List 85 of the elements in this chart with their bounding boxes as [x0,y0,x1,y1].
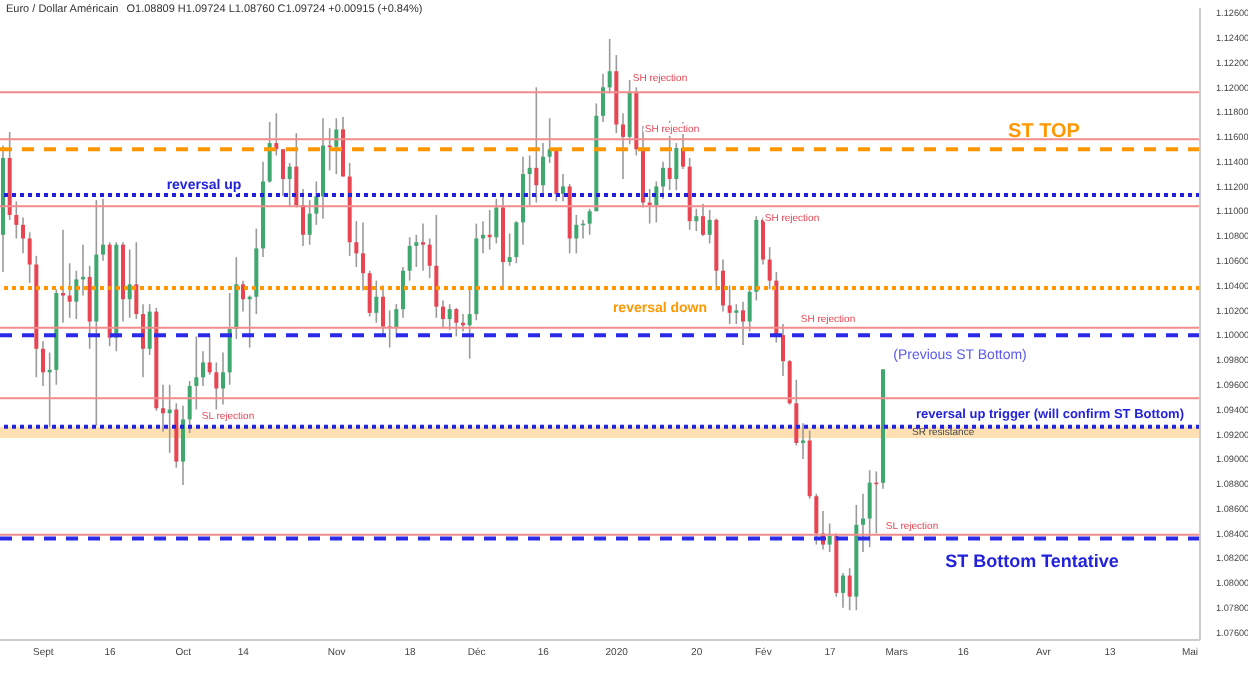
candlestick [241,279,245,313]
candlestick [741,300,745,346]
candlestick [447,303,452,331]
candlestick [161,383,165,433]
candlestick [674,142,679,191]
candlestick [394,303,399,339]
candlestick [454,307,459,338]
candlestick [294,132,299,209]
candlestick [201,350,205,387]
candlestick [134,241,139,320]
candlestick [534,86,539,204]
candlestick [621,112,625,180]
candlestick [414,233,419,268]
candlestick [547,117,552,164]
candlestick [814,492,819,546]
candlestick [147,303,152,356]
candlestick [861,492,865,553]
candlestick [14,200,19,240]
candlestick [87,264,92,350]
candlestick [221,351,225,406]
candlestick [227,292,232,386]
candlestick [794,378,799,447]
candlestick [41,340,45,387]
candlestick [374,279,379,324]
candlestick [541,142,545,196]
candlestick [847,567,852,612]
candlestick [607,38,612,95]
candlestick [767,246,772,291]
candlestick [287,162,292,208]
candlestick [701,203,705,237]
candlestick [194,335,199,411]
candlestick [421,222,425,272]
candlestick [494,198,499,245]
candlestick [574,214,579,255]
candlestick [747,284,752,333]
ref-line-label: ST Bottom Tentative [945,551,1119,572]
candlestick [401,266,405,319]
candlestick [281,148,285,198]
candlestick [101,198,105,262]
candlestick [507,232,512,267]
candlestick [441,299,445,329]
candlestick [307,199,312,246]
candlestick [354,220,359,268]
candlestick [554,148,559,203]
candlestick [301,188,305,247]
candlestick [707,209,712,245]
candlestick [827,522,832,553]
candlestick [74,269,79,320]
candlestick [234,256,239,340]
candlestick [801,422,805,460]
candlestick [787,359,792,406]
candlestick [434,214,439,319]
candlestick [587,207,592,236]
candlestick [734,303,739,325]
candlestick [21,216,25,255]
candlestick [214,361,219,411]
candlestick [187,380,192,434]
candlestick [514,220,519,265]
candlestick [467,286,472,360]
candlestick [407,236,412,282]
candlestick [867,469,872,548]
candlestick [341,116,345,178]
candlestick [781,323,785,377]
candlestick [361,221,365,292]
candlestick [367,269,372,318]
candlestick [601,72,605,123]
candlestick [761,216,765,266]
candlestick [841,572,845,609]
candlestick [694,207,699,232]
candlestick [627,79,632,146]
ref-line-label: ST TOP [1008,120,1081,143]
candlestick [67,262,72,319]
candlestick [27,231,32,284]
candlestick [654,180,659,224]
candlestick [334,117,339,175]
candlestick [561,173,565,203]
candlestick [427,237,432,279]
candlestick [727,284,732,325]
candlestick [721,258,725,313]
candlestick [314,180,319,226]
candlestick [127,248,132,319]
candlestick [207,334,212,376]
candlestick [181,404,185,486]
candlestick [527,154,532,206]
candlestick [661,160,665,200]
